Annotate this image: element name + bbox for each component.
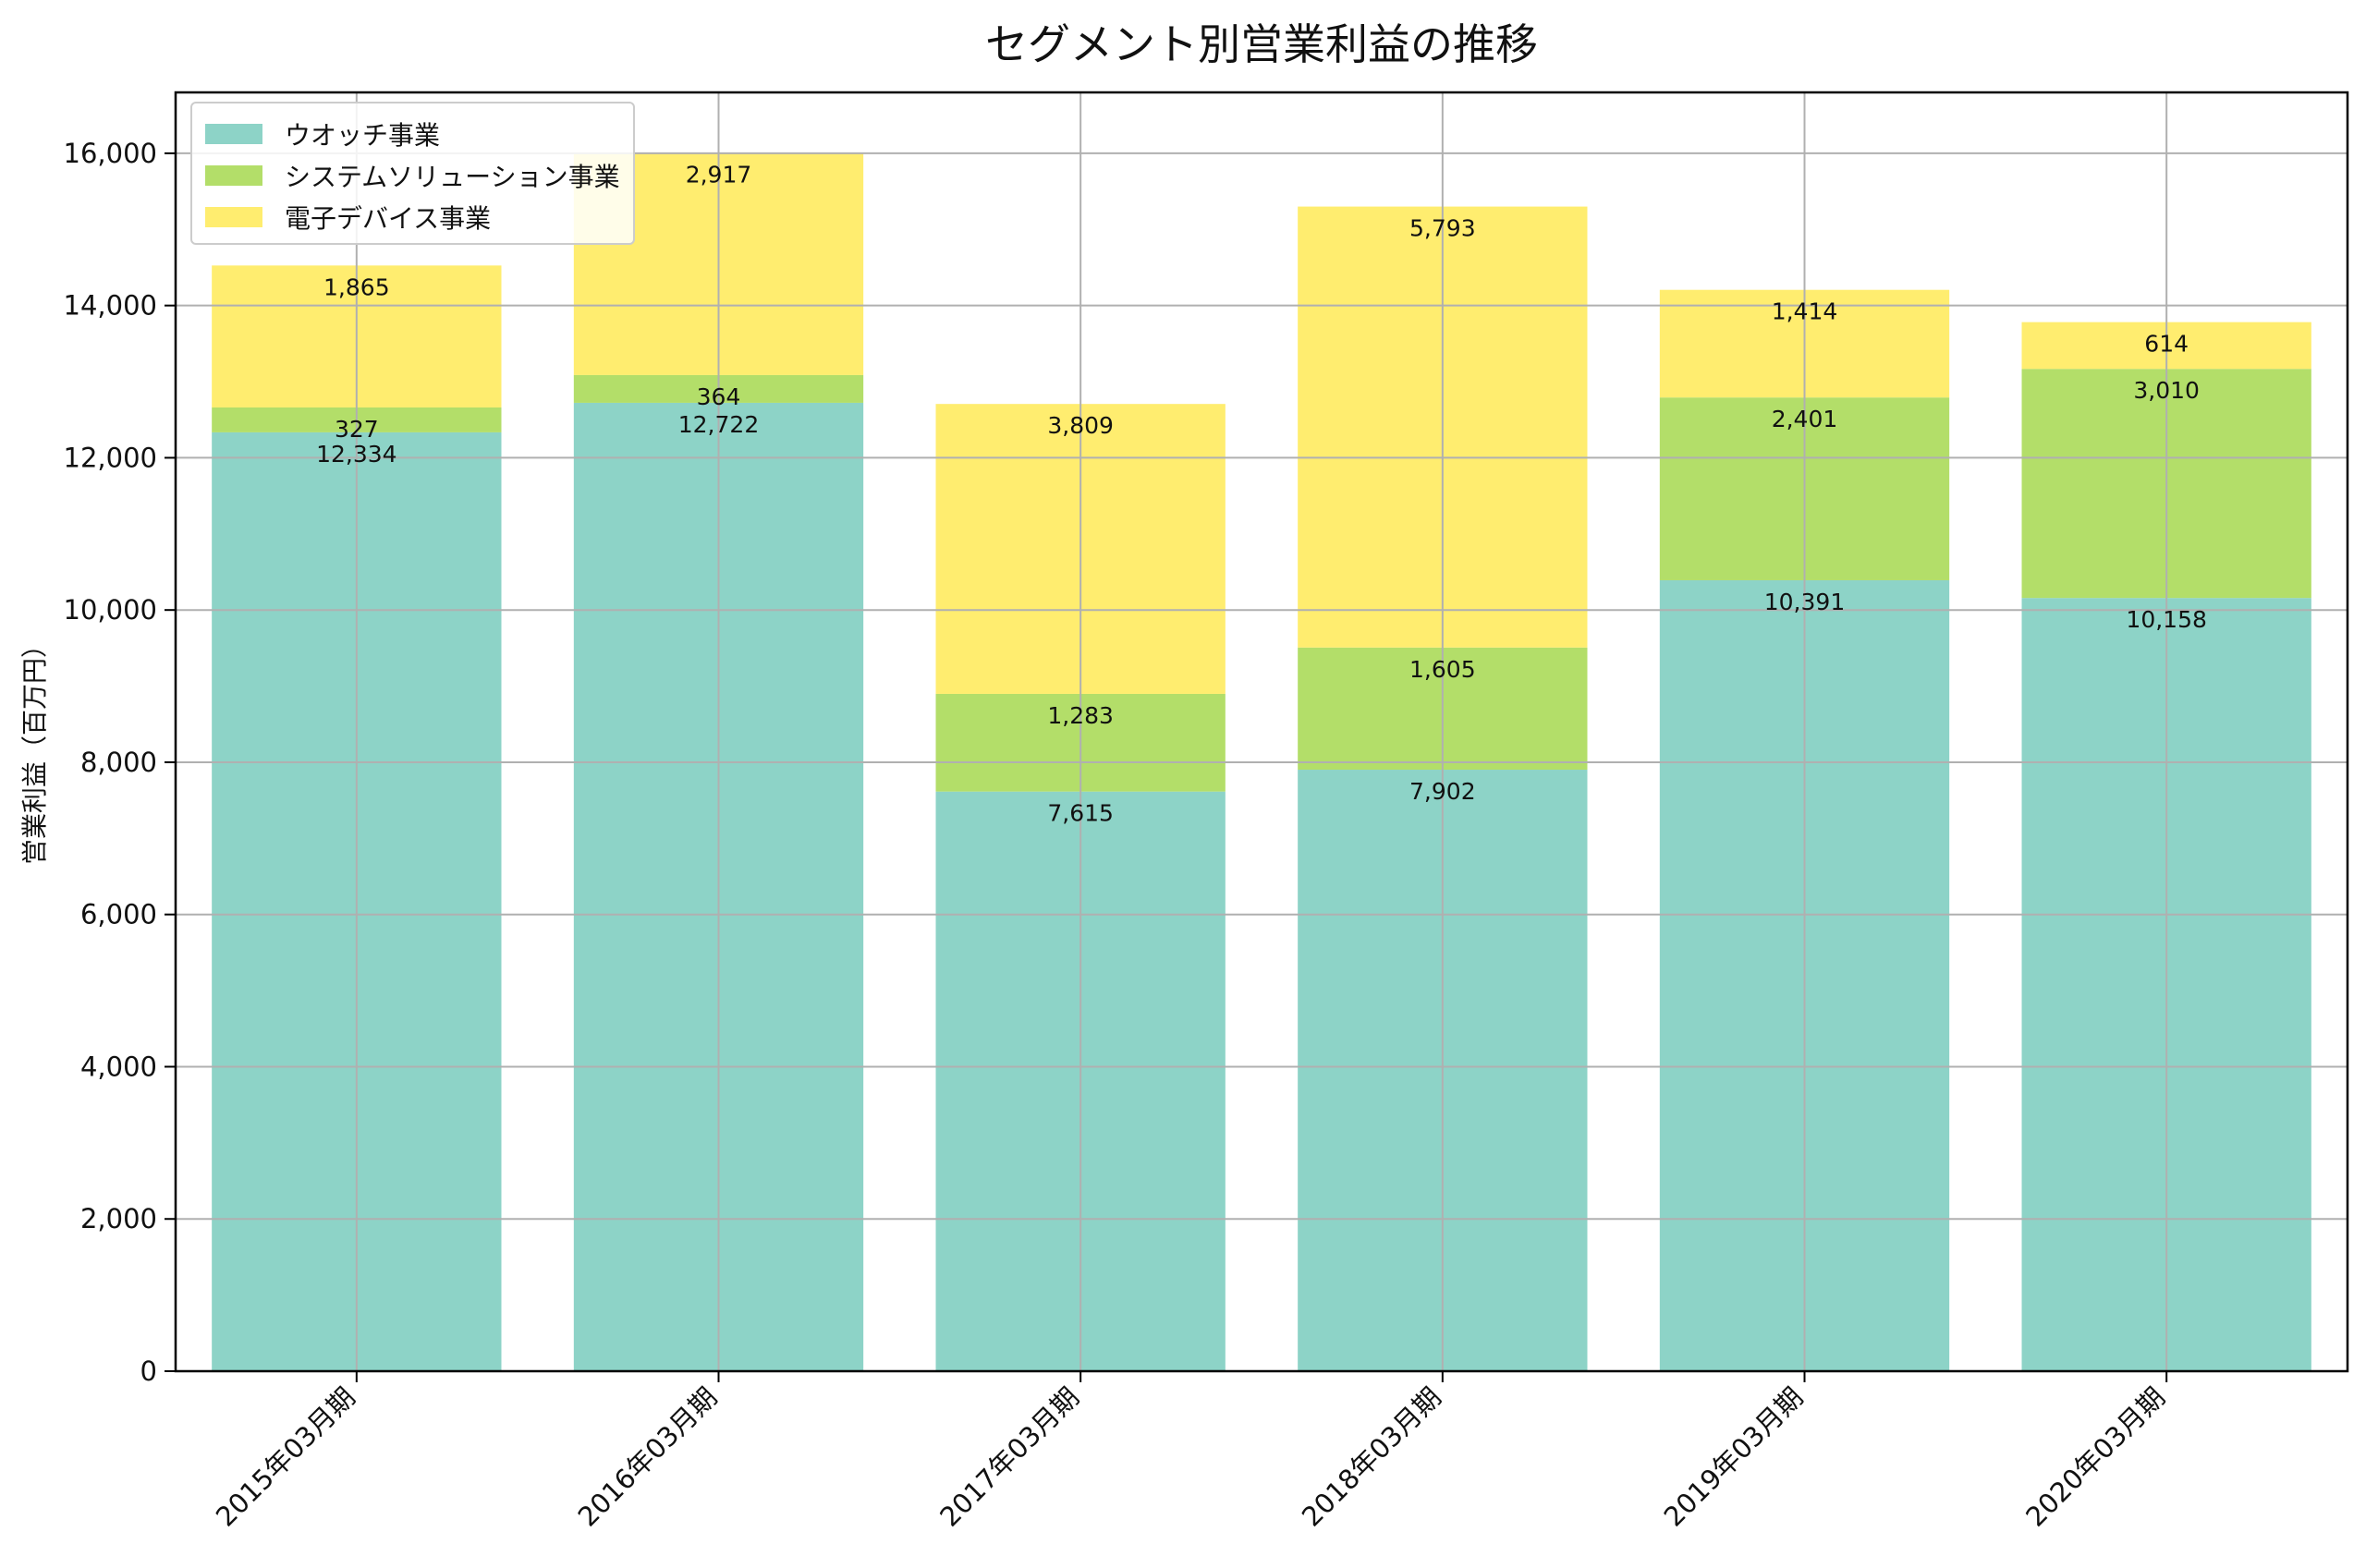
y-tick-label-0: 0 — [140, 1355, 157, 1387]
x-tick-label-2: 2017年03月期 — [933, 1381, 1085, 1533]
data-label-1-5: 3,010 — [2133, 377, 2200, 404]
legend: ウオッチ事業 システムソリューション事業 電子デバイス事業 — [190, 102, 635, 245]
data-label-2-3: 5,793 — [1409, 215, 1476, 242]
y-tick-label-1: 2,000 — [80, 1203, 157, 1234]
y-tick-label-5: 10,000 — [64, 594, 157, 626]
plot-frame — [174, 91, 2349, 1373]
y-tick-label-6: 12,000 — [64, 442, 157, 473]
legend-swatch-electronic-devices — [205, 206, 262, 227]
data-label-2-2: 3,809 — [1047, 412, 1114, 439]
legend-label-electronic-devices: 電子デバイス事業 — [285, 202, 492, 234]
y-tick-label-7: 14,000 — [64, 290, 157, 322]
data-label-0-2: 7,615 — [1047, 800, 1114, 827]
data-label-0-0: 12,334 — [316, 441, 396, 468]
data-label-2-0: 1,865 — [323, 273, 390, 300]
legend-label-system-solution: システムソリューション事業 — [285, 161, 620, 192]
data-label-1-3: 1,605 — [1409, 656, 1476, 683]
legend-label-watch: ウオッチ事業 — [285, 119, 441, 151]
data-label-1-1: 364 — [697, 383, 741, 410]
data-label-0-5: 10,158 — [2126, 606, 2206, 633]
x-tick-label-1: 2016年03月期 — [572, 1381, 724, 1533]
legend-item-electronic-devices: 電子デバイス事業 — [205, 196, 620, 237]
y-tick-label-8: 16,000 — [64, 138, 157, 169]
data-label-1-0: 327 — [335, 416, 379, 443]
data-label-2-4: 1,414 — [1772, 298, 1838, 325]
legend-item-system-solution: システムソリューション事業 — [205, 154, 620, 196]
data-label-1-4: 2,401 — [1772, 406, 1838, 432]
x-tick-label-4: 2019年03月期 — [1658, 1381, 1810, 1533]
y-tick-label-2: 4,000 — [80, 1051, 157, 1082]
legend-swatch-watch — [205, 123, 262, 144]
x-tick-label-3: 2018年03月期 — [1296, 1381, 1447, 1533]
x-tick-label-5: 2020年03月期 — [2019, 1381, 2171, 1533]
legend-swatch-system-solution — [205, 164, 262, 186]
y-tick-label-4: 8,000 — [80, 747, 157, 778]
data-label-0-4: 10,391 — [1764, 589, 1845, 615]
data-label-0-3: 7,902 — [1409, 778, 1476, 805]
data-label-0-1: 12,722 — [678, 411, 759, 438]
data-label-2-1: 2,917 — [686, 162, 752, 188]
data-label-2-5: 614 — [2144, 331, 2189, 358]
x-tick-label-0: 2015年03月期 — [210, 1381, 361, 1533]
chart-title: セグメント別営業利益の推移 — [985, 19, 1538, 69]
legend-item-watch: ウオッチ事業 — [205, 113, 620, 154]
y-tick-label-3: 6,000 — [80, 899, 157, 930]
data-label-1-2: 1,283 — [1047, 702, 1114, 729]
